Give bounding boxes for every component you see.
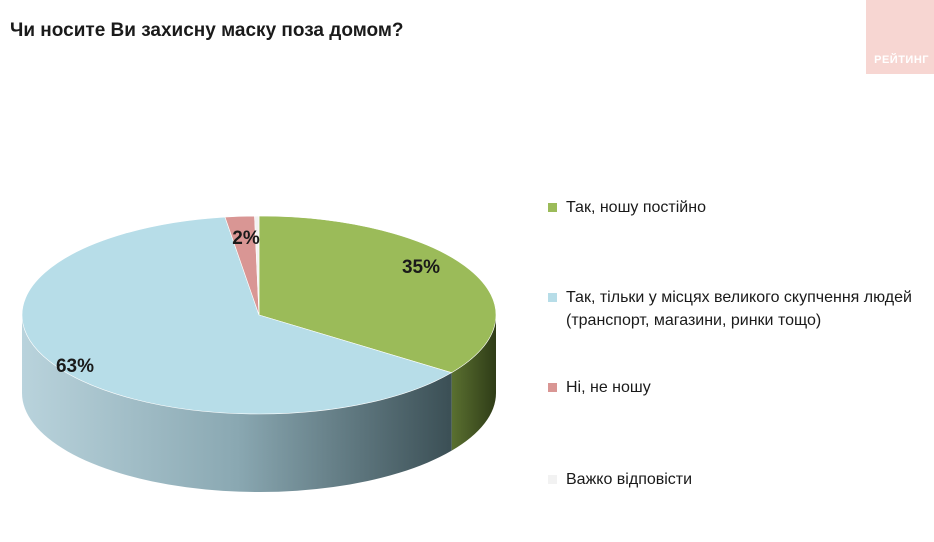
- legend-swatch-no: [548, 383, 557, 392]
- pie-side-always: [451, 315, 496, 451]
- pie-labels: 35% 63% 2%: [56, 228, 440, 377]
- chart-title: Чи носите Ви захисну маску поза домом?: [10, 20, 404, 41]
- pie-slice-crowded: [21, 216, 453, 415]
- legend-label-no: Ні, не ношу: [566, 379, 651, 396]
- logo-text: РЕЙТИНГ: [874, 54, 929, 66]
- data-label-no: 2%: [232, 228, 260, 249]
- legend-label-hard: Важко відповісти: [566, 471, 693, 488]
- pie-slice-hard: [254, 215, 260, 316]
- legend-label-crowded: Так, тільки у місцях великого скупчення …: [566, 289, 912, 329]
- pie-slice-always: [258, 215, 497, 373]
- data-label-crowded: 63%: [56, 356, 94, 377]
- legend-swatch-always: [548, 203, 557, 212]
- data-label-always: 35%: [402, 257, 440, 278]
- rating-logo: РЕЙТИНГ: [866, 0, 934, 74]
- legend-swatch-crowded: [548, 293, 557, 302]
- pie-sides: [21, 315, 496, 492]
- legend-label-always: Так, ношу постійно: [566, 199, 706, 216]
- pie-side-crowded: [21, 315, 452, 492]
- legend-swatch-hard: [548, 475, 557, 484]
- pie-tops: [21, 215, 497, 415]
